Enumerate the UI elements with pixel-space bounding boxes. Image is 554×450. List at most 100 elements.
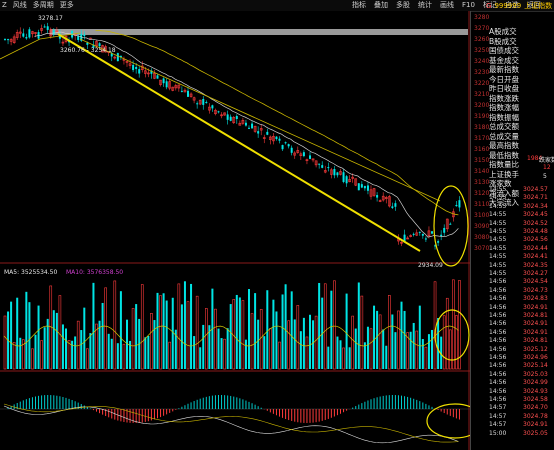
candle-down [46,26,49,30]
indicator-menu-item[interactable]: 今日开盘 [489,74,519,84]
candle-up [159,79,162,85]
candle-up [381,195,385,201]
tick-price: 3024.35 [523,261,548,269]
menu-value-v2: 12 [543,164,551,171]
indicator-menu-item[interactable]: 总成交量 [489,131,519,141]
volume-bar [363,342,366,369]
volume-bar [272,299,275,369]
indicator-menu-item[interactable]: 最低指数 [489,150,519,160]
toolbar-left-1[interactable]: 风线 [12,1,27,9]
volume-bar [122,343,126,370]
volume-bar [391,314,394,369]
indicator-menu-item[interactable]: B股成交 [489,36,517,46]
right-price-tick: 3100 [474,212,490,219]
volume-bar [98,320,101,369]
candle-down [366,185,369,191]
volume-bar [400,301,403,369]
toolbar-left-3[interactable]: 更多 [59,1,74,9]
indicator-menu-item[interactable]: 指数涨幅 [489,103,519,112]
menu-value-up_count: 1984 [527,155,543,162]
candle-up [40,28,43,31]
volume-bar [415,330,419,370]
volume-bar [205,308,208,370]
indicator-menu-item[interactable]: 指数振幅 [489,112,519,122]
tick-price: 3024.73 [523,286,548,294]
toolbar-button-5[interactable]: F10 [462,1,475,9]
toolbar-button-0[interactable]: 指标 [352,1,366,9]
toolbar-left-0[interactable]: Z [2,1,7,9]
kline-chart[interactable]: 3278.17 3260.76 - 3254.18 2934.09 MA5: 3525… [0,11,470,450]
candle-up [415,232,419,236]
tick-price: 3024.78 [523,412,548,420]
tick-price: 3024.58 [523,396,548,403]
indicator-menu-item[interactable]: 基金成交 [489,55,519,65]
volume-bar [290,291,293,369]
volume-bar [263,336,266,369]
candle-up [369,189,373,197]
volume-bar [52,310,55,369]
toolbar-button-2[interactable]: 多股 [396,1,410,9]
indicator-menu-item[interactable]: 昨日收盘 [489,84,519,93]
volume-bar [266,290,269,369]
tick-time: 14:55 [489,194,507,202]
volume-bar [19,337,22,369]
candle-up [372,188,376,196]
candle-down [434,245,437,247]
tick-price: 3024.52 [523,219,548,227]
indicator-menu-item[interactable]: 最高指数 [489,141,519,150]
candle-up [406,237,409,240]
volume-bar [309,314,311,369]
tick-time: 14:56 [489,295,507,303]
indicator-menu-item[interactable]: 国债成交 [489,46,519,55]
volume-bar [421,339,424,369]
volume-bar [378,314,382,370]
candle-down [257,131,260,134]
volume-bar [238,297,241,369]
indicator-menu-item[interactable]: 净流入额 [489,188,519,198]
right-price-tick: 3260 [474,36,490,43]
volume-bar [226,328,229,369]
indicator-menu-item[interactable]: 上证换手 [489,169,519,179]
candle-down [455,204,458,207]
candle-down [217,111,220,113]
toolbar-button-4[interactable]: 画线 [440,1,454,9]
volume-bar [28,302,31,369]
volume-bar [199,347,202,369]
volume-bar [12,342,16,370]
toolbar-button-8[interactable]: 返回 [526,1,541,9]
tick-price: 3024.44 [523,244,548,252]
indicator-menu-item[interactable]: A股成交 [489,27,517,36]
indicator-menu-item[interactable]: 指数涨跌 [489,93,519,103]
indicator-menu-item[interactable]: 大宗流入 [489,198,519,207]
candle-down [421,233,424,236]
candle-down [327,167,330,169]
candle-down [443,227,446,233]
indicator-menu-item[interactable]: 涨家数 [489,179,512,188]
volume-bar [382,329,385,369]
toolbar-button-7[interactable]: 自选 [504,1,519,9]
volume-bar [162,293,165,369]
volume-bar [278,341,281,370]
toolbar-button-3[interactable]: 统计 [418,1,432,9]
right-price-tick: 3120 [474,190,490,197]
indicator-menu-item[interactable]: 总成交额 [489,122,519,131]
volume-bar [217,328,220,369]
volume-bar [95,323,98,370]
toolbar-left-2[interactable]: 多周期 [32,1,54,9]
highlight-circle [434,309,470,361]
volume-bar [147,335,150,369]
tick-time: 14:56 [489,303,507,311]
toolbar-button-1[interactable]: 叠加 [374,1,388,9]
toolbar-button-6[interactable]: 标记 [482,1,497,9]
indicator-menu-item[interactable]: 指数量比 [489,160,519,169]
candle-up [18,31,22,34]
candle-down [412,233,415,235]
indicator-menu-item[interactable]: 最新指数 [489,65,519,74]
candle-up [208,106,211,111]
volume-bar [31,348,34,370]
tick-time: 14:56 [489,345,507,353]
range-label: 3260.76 - 3254.18 [60,47,116,54]
candle-up [348,179,351,183]
candle-down [77,35,80,40]
volume-bar [397,310,400,370]
